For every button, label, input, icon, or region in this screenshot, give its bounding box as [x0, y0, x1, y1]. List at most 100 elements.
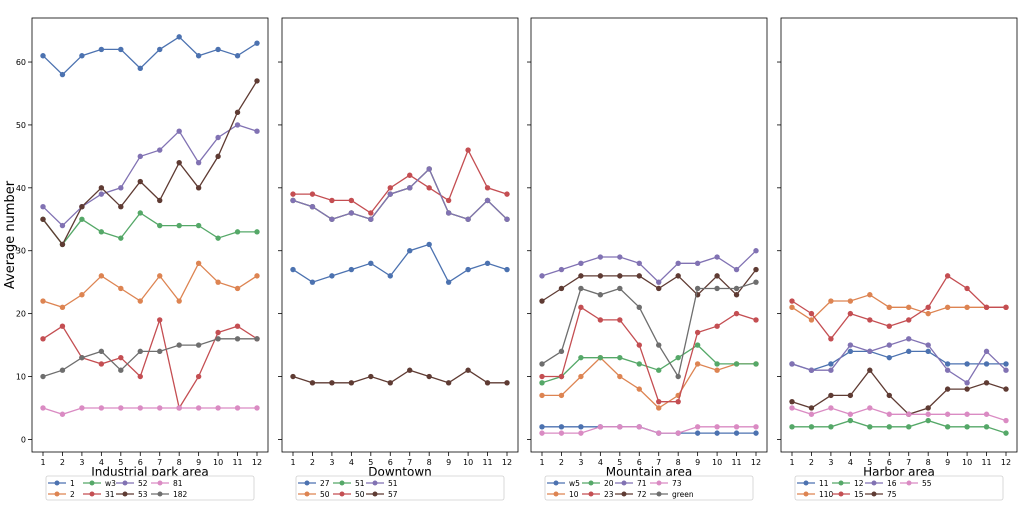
data-point [906, 336, 912, 342]
data-point [828, 367, 834, 373]
data-point [407, 248, 413, 254]
x-tick-label: 9 [945, 458, 950, 467]
legend-label: 73 [672, 479, 682, 488]
data-point [964, 361, 970, 367]
data-point [98, 185, 105, 191]
x-tick-label: 10 [962, 458, 972, 467]
legend-label: 31 [105, 490, 115, 499]
legend-label: 10 [569, 490, 579, 499]
x-tick-label: 8 [676, 458, 681, 467]
series-line [541, 250, 757, 284]
data-point [329, 216, 335, 222]
data-point [348, 210, 355, 216]
legend-label: 182 [173, 490, 188, 499]
data-point [636, 386, 642, 392]
data-point [118, 185, 124, 191]
series-182 [40, 336, 260, 380]
legend-marker [906, 480, 912, 486]
series-52 [40, 122, 260, 229]
data-point [636, 260, 642, 267]
data-point [694, 342, 701, 348]
data-point [118, 354, 124, 361]
series-72 [539, 266, 759, 304]
data-point [195, 405, 202, 411]
data-point [925, 342, 931, 348]
data-point [847, 392, 854, 399]
data-point [504, 216, 510, 222]
data-point [40, 298, 46, 304]
series-line [542, 356, 756, 409]
data-point [290, 266, 296, 273]
data-point [98, 229, 105, 235]
data-point [617, 373, 623, 380]
series-12 [789, 417, 1009, 436]
data-point [195, 159, 202, 166]
x-tick-label: 6 [887, 458, 892, 467]
legend-item: 75 [865, 490, 897, 499]
data-point [309, 380, 316, 386]
series-line [791, 294, 1006, 321]
data-point [40, 53, 46, 59]
x-tick-label: 10 [712, 458, 722, 467]
data-point [944, 304, 951, 311]
data-point [79, 405, 85, 411]
data-point [59, 304, 66, 311]
legend: 27 50 51 50 51 57 [295, 475, 505, 501]
data-point [118, 235, 124, 241]
data-point [656, 342, 662, 348]
data-point [714, 323, 720, 329]
data-point [656, 398, 662, 405]
x-tick-label: 9 [196, 458, 201, 467]
legend-marker [588, 480, 594, 486]
series-16 [789, 336, 1009, 386]
data-point [753, 317, 759, 323]
data-point [157, 317, 163, 323]
data-point [558, 430, 565, 436]
data-point [137, 373, 143, 380]
series-line [42, 407, 257, 415]
series-line [42, 212, 257, 246]
data-point [753, 424, 759, 430]
legend-label: 75 [887, 490, 897, 499]
legend-item: 23 [582, 490, 614, 499]
data-point [137, 210, 143, 216]
data-point [426, 241, 432, 248]
legend-marker [304, 491, 310, 497]
data-point [234, 109, 241, 116]
data-point [694, 361, 701, 367]
data-point [407, 185, 413, 191]
data-point [847, 417, 854, 424]
data-point [98, 191, 105, 197]
y-tick-label: 0 [21, 435, 26, 444]
data-point [137, 65, 143, 72]
series-w3 [40, 210, 260, 248]
data-point [944, 411, 951, 417]
data-point [215, 46, 221, 53]
legend: 11 110 12 15 16 75 55 [794, 475, 1004, 501]
data-point [964, 304, 970, 311]
legend-item: 12 [832, 479, 864, 488]
data-point [426, 185, 432, 191]
x-tick-label: 11 [232, 458, 242, 467]
series-line [542, 306, 757, 403]
series-line [292, 243, 508, 284]
data-point [983, 411, 990, 417]
legend-frame [45, 475, 255, 501]
x-tick-label: 4 [848, 458, 853, 467]
legend-label: 27 [320, 479, 330, 488]
data-point [426, 166, 432, 172]
series-55 [789, 405, 1009, 424]
legend-label: 15 [854, 490, 864, 499]
y-tick-label: 30 [16, 247, 26, 256]
data-point [387, 185, 393, 191]
data-point [636, 424, 642, 430]
legend-item: 15 [832, 490, 864, 499]
data-point [157, 405, 163, 411]
series-20 [539, 342, 759, 386]
x-tick-label: 1 [290, 458, 295, 467]
data-point [157, 197, 163, 204]
data-point [636, 304, 642, 311]
data-point [407, 172, 413, 178]
data-point [1003, 417, 1009, 424]
